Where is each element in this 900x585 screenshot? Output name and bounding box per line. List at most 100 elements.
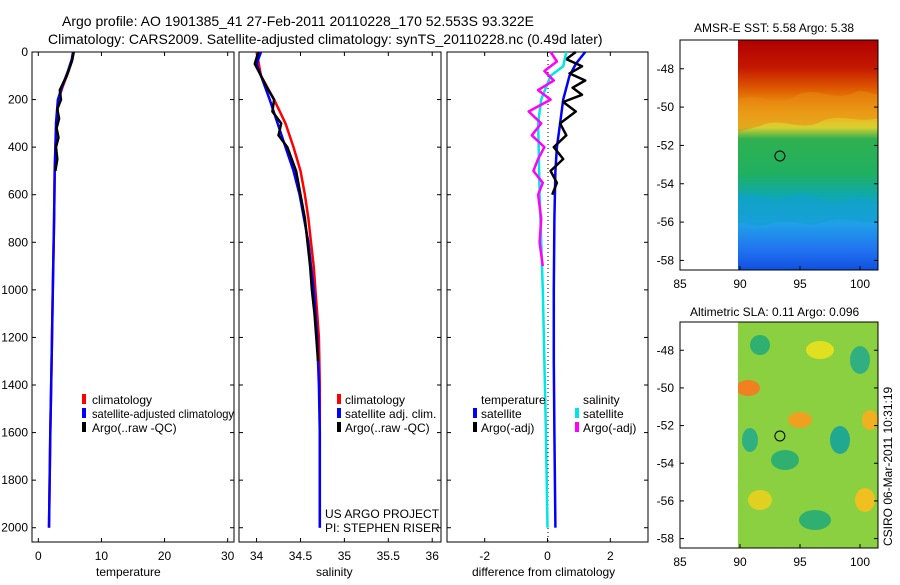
- legend-label-sal-satellite: satellite: [583, 407, 624, 421]
- argo-float-marker: [774, 430, 786, 442]
- map-x-tick-label: 90: [733, 555, 747, 569]
- sst-field: [738, 40, 878, 270]
- legend-label-argo: Argo(..raw -QC): [345, 421, 430, 435]
- x-tick-label: 35: [338, 549, 352, 563]
- map-x-tick-label: 95: [793, 555, 807, 569]
- x-tick-label: 35.5: [377, 549, 401, 563]
- y-tick-label: 800: [8, 235, 28, 249]
- sst-map-title: AMSR-E SST: 5.58 Argo: 5.38: [694, 21, 854, 35]
- sla-anomaly-blobs: [738, 335, 878, 530]
- sst-warm-front: [738, 90, 878, 132]
- map-y-tick-label: -58: [657, 253, 675, 267]
- map-x-tick-label: 90: [733, 277, 747, 291]
- header-title-line2: Climatology: CARS2009. Satellite-adjuste…: [48, 31, 603, 47]
- legend-label-argo: Argo(..raw -QC): [92, 421, 177, 435]
- sst-map-frame: [679, 39, 879, 271]
- sst-cold-front: [738, 193, 878, 226]
- x-tick-label: -2: [479, 549, 490, 563]
- legend-swatch-climatology: [337, 394, 341, 404]
- legend-heading-temperature: temperature: [481, 393, 546, 407]
- y-tick-label: 1200: [1, 330, 28, 344]
- y-tick-label: 1600: [1, 426, 28, 440]
- x-tick-label: 34: [250, 549, 264, 563]
- pi-credit: PI: STEPHEN RISER: [325, 521, 440, 535]
- legend-swatch-satellite: [337, 408, 341, 418]
- x-tick-label: 10: [95, 549, 109, 563]
- sla-map-frame: [679, 321, 879, 549]
- sla-map-panel: Altimetric SLA: 0.11 Argo: 0.096 -48 -50 -…: [657, 305, 895, 569]
- map-x-tick-label: 85: [673, 555, 687, 569]
- legend-label-temp-argo: Argo(-adj): [481, 421, 534, 435]
- y-tick-label: 1800: [1, 473, 28, 487]
- temperature-plot-frame: [31, 51, 235, 543]
- legend-label-satellite: satellite-adjusted climatology: [92, 407, 234, 421]
- x-tick-label: 20: [158, 549, 172, 563]
- map-y-tick-label: -52: [657, 419, 675, 433]
- map-y-tick-label: -54: [657, 177, 675, 191]
- map-y-tick-label: -56: [657, 494, 675, 508]
- series-satellite-adj-clim-line: [255, 51, 322, 528]
- temperature-legend: climatology satellite-adjusted climatolo…: [82, 393, 234, 435]
- y-tick-label: 0: [21, 45, 28, 59]
- legend-swatch-argo: [82, 422, 86, 432]
- header-title-line1: Argo profile: AO 1901385_41 27-Feb-2011 …: [62, 13, 534, 29]
- temperature-xlabel: temperature: [96, 565, 161, 579]
- difference-legend: temperature satellite Argo(-adj) salinit…: [473, 393, 636, 435]
- x-tick-label: 2: [607, 549, 614, 563]
- legend-swatch-satellite: [82, 408, 86, 418]
- series-temperature-satellite-line: [552, 51, 587, 528]
- sst-map-panel: AMSR-E SST: 5.58 Argo: 5.38 -48 -50 -52 -54…: [657, 21, 879, 291]
- map-y-tick-label: -48: [657, 343, 675, 357]
- csiro-timestamp: CSIRO 06-Mar-2011 10:31:19: [881, 386, 895, 546]
- x-tick-label: 30: [221, 549, 235, 563]
- salinity-plot-frame: [238, 51, 442, 543]
- y-tick-label: 600: [8, 188, 28, 202]
- sla-map-title: Altimetric SLA: 0.11 Argo: 0.096: [690, 305, 860, 319]
- series-argo-raw-qc-line: [253, 51, 320, 362]
- salinity-profile-panel: 34 34.5 35 35.5 36 salinity climatology sate…: [238, 51, 442, 579]
- map-y-tick-label: -50: [657, 100, 675, 114]
- map-y-tick-label: -48: [657, 62, 675, 76]
- map-y-tick-label: -50: [657, 381, 675, 395]
- legend-label-satellite: satellite adj. clim.: [345, 407, 436, 421]
- difference-profile-panel: -2 0 2 difference from climatology tempera…: [446, 50, 649, 579]
- legend-swatch-sal-satellite: [575, 408, 579, 418]
- temperature-profile-panel: 0 200 400 600 800 1000 1200 1400 1600 1800 2000 0 1…: [1, 45, 234, 579]
- salinity-xlabel: salinity: [316, 565, 353, 579]
- map-x-tick-label: 85: [673, 277, 687, 291]
- map-x-tick-label: 95: [793, 277, 807, 291]
- series-argo-raw-qc-line: [54, 51, 75, 172]
- map-x-tick-label: 100: [850, 555, 870, 569]
- series-salinity-satellite-line: [536, 51, 568, 528]
- map-y-tick-label: -52: [657, 138, 675, 152]
- x-tick-label: 0: [35, 549, 42, 563]
- map-y-tick-label: -54: [657, 456, 675, 470]
- legend-swatch-argo: [337, 422, 341, 432]
- legend-swatch-sal-argo: [575, 422, 579, 432]
- y-tick-label: 2000: [1, 521, 28, 535]
- legend-swatch-climatology: [82, 394, 86, 404]
- y-tick-label: 1400: [1, 378, 28, 392]
- legend-swatch-temp-satellite: [473, 408, 477, 418]
- legend-label-climatology: climatology: [92, 393, 152, 407]
- series-satellite-adjusted-climatology-line: [47, 51, 75, 528]
- legend-label-climatology: climatology: [345, 393, 405, 407]
- x-tick-label: 36: [426, 549, 440, 563]
- map-y-tick-label: -56: [657, 215, 675, 229]
- map-x-tick-label: 100: [850, 277, 870, 291]
- series-salinity-argo-adj-line: [527, 51, 559, 267]
- series-temperature-argo-adj-line: [549, 50, 587, 196]
- x-tick-label: 0: [544, 549, 551, 563]
- x-tick-label: 34.5: [289, 549, 313, 563]
- series-climatology-line: [255, 51, 322, 528]
- legend-swatch-temp-argo: [473, 422, 477, 432]
- project-credit: US ARGO PROJECT: [325, 507, 440, 521]
- y-tick-label: 200: [8, 93, 28, 107]
- legend-heading-salinity: salinity: [583, 393, 620, 407]
- difference-xlabel: difference from climatology: [472, 565, 615, 579]
- salinity-legend: climatology satellite adj. clim. Argo(..…: [337, 393, 436, 435]
- y-tick-label: 400: [8, 140, 28, 154]
- argo-float-marker: [774, 150, 786, 162]
